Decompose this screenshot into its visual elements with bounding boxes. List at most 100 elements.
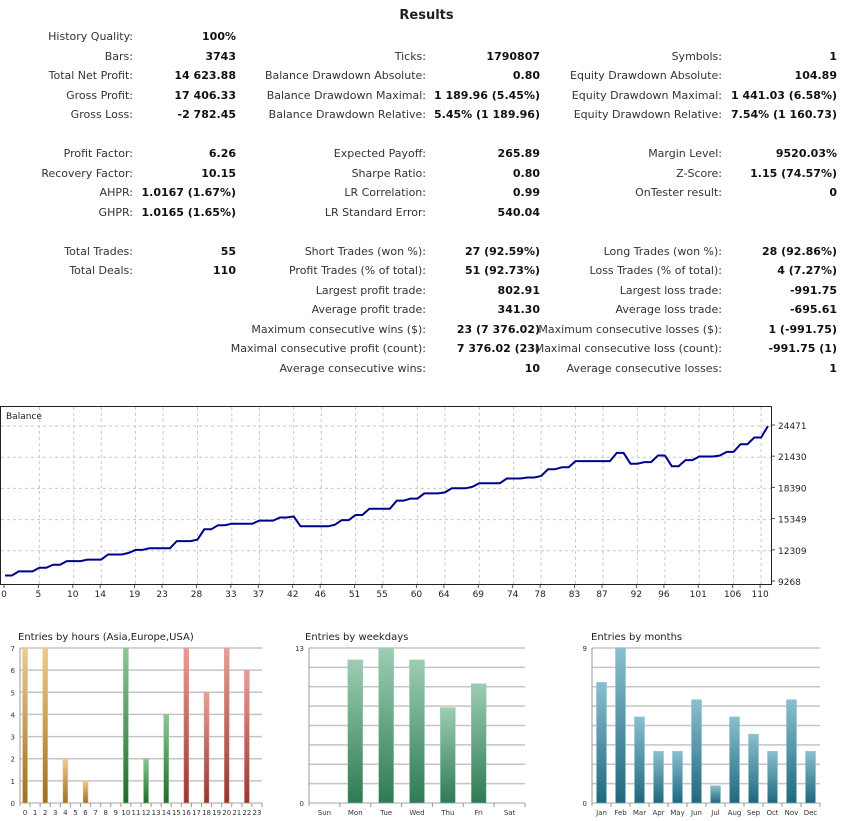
stat-label: Maximal consecutive loss (count): <box>534 342 722 355</box>
balance-title: Balance <box>6 412 42 422</box>
y-tick-label: 12309 <box>778 547 807 557</box>
stat-label: Sharpe Ratio: <box>351 166 426 180</box>
stat-label: Gross Loss: <box>70 108 133 121</box>
stat-label: Average loss trade: <box>615 303 722 316</box>
y-tick-label: 24471 <box>778 422 807 432</box>
stat-value: 51 (92.73%) <box>464 264 540 277</box>
x-tick-label: Feb <box>614 809 627 817</box>
results-title: Results <box>399 8 454 23</box>
x-tick-label: Oct <box>766 809 778 817</box>
x-tick-label: Tue <box>379 809 392 817</box>
x-tick-label: 10 <box>67 590 79 600</box>
stat-value: 55 <box>220 244 236 258</box>
stat-value: 7.54% (1 160.73) <box>731 108 837 121</box>
stat-value: 1 <box>829 361 837 375</box>
results-stats: Results History Quality: 100% Bars: 3743 Tot… <box>0 0 853 390</box>
stat-value: 1790807 <box>486 49 540 63</box>
y-tick-label: 6 <box>11 667 16 675</box>
x-tick-label: 101 <box>690 590 707 600</box>
weekdays-chart: Entries by weekdays Sun Mon Tue Wed Thu Fri Sat… <box>295 632 526 817</box>
stat-value: 14 623.88 <box>174 69 236 82</box>
y-tick-label: 2 <box>11 756 15 764</box>
bar <box>22 647 28 804</box>
x-tick-label: Nov <box>785 809 799 817</box>
x-tick-label: Apr <box>652 809 664 817</box>
stat-value: 6.26 <box>208 147 236 160</box>
x-tick-label: 5 <box>73 809 77 817</box>
y-tick-label: 0 <box>300 800 304 808</box>
y-tick-label: 9268 <box>778 578 801 588</box>
stat-label: AHPR: <box>99 186 133 199</box>
bar <box>378 647 394 804</box>
stat-label: Equity Drawdown Maximal: <box>571 88 722 102</box>
y-tick-label: 21430 <box>778 453 807 463</box>
months-chart: Entries by months Jan Feb Mar Apr May Jun Jul Au… <box>583 632 821 817</box>
bar <box>672 751 683 804</box>
chart-title: Entries by hours (Asia,Europe,USA) <box>18 632 194 643</box>
x-tick-label: Sat <box>504 809 516 817</box>
stat-label: Maximal consecutive profit (count): <box>230 342 426 355</box>
stat-value: 3743 <box>205 49 236 63</box>
x-tick-label: Jan <box>595 809 607 817</box>
x-tick-label: 83 <box>569 590 580 600</box>
stat-value: -991.75 <box>789 283 837 297</box>
x-tick-label: 60 <box>411 590 423 600</box>
stat-label: Margin Level: <box>648 147 722 160</box>
stat-label: Equity Drawdown Relative: <box>573 108 722 121</box>
stat-label: Average consecutive wins: <box>279 361 426 375</box>
x-tick-label: May <box>670 809 684 817</box>
stat-value: 1 <box>829 49 837 63</box>
x-tick-label: 51 <box>349 590 360 600</box>
bar <box>62 758 69 804</box>
stat-value: 9520.03% <box>775 147 837 160</box>
stat-value: 104.89 <box>794 69 837 82</box>
x-tick-label: 46 <box>314 590 326 600</box>
bar <box>203 692 210 804</box>
stat-value: 27 (92.59%) <box>464 244 540 258</box>
stat-value: 0 <box>829 186 837 199</box>
stat-value: 7 376.02 (23) <box>456 342 540 355</box>
stat-label: LR Correlation: <box>344 186 426 199</box>
balance-chart: Balance <box>0 406 772 585</box>
bar <box>615 647 626 804</box>
hours-chart: Entries by hours (Asia,Europe,USA)0 1 2 3 4 5… <box>11 632 263 817</box>
y-tick-label: 0 <box>583 800 587 808</box>
x-tick-label: 8 <box>103 809 107 817</box>
stat-value: 540.04 <box>497 205 540 219</box>
y-tick-label: 5 <box>11 689 15 697</box>
x-tick-label: 23 <box>252 809 261 817</box>
x-tick-label: 0 <box>1 590 7 600</box>
x-tick-label: 0 <box>23 809 27 817</box>
y-tick-label: 9 <box>583 645 587 653</box>
bar <box>244 669 250 804</box>
bar <box>123 647 129 804</box>
x-tick-label: 5 <box>36 590 42 600</box>
stat-label: Expected Payoff: <box>333 147 426 160</box>
x-tick-label: 42 <box>287 590 298 600</box>
x-tick-label: 55 <box>376 590 387 600</box>
stat-value: 23 (7 376.02) <box>456 322 540 336</box>
x-tick-label: 106 <box>724 590 741 600</box>
bar <box>163 714 169 804</box>
stat-value: 265.89 <box>497 147 540 160</box>
x-tick-label: 13 <box>152 809 161 817</box>
stat-label: Profit Trades (% of total): <box>288 264 426 277</box>
stat-label: Gross Profit: <box>66 88 133 102</box>
stat-label: History Quality: <box>48 30 133 43</box>
x-tick-label: Wed <box>409 809 424 817</box>
x-tick-label: 19 <box>129 590 141 600</box>
x-tick-label: Dec <box>804 809 818 817</box>
x-tick-label: Mon <box>348 809 363 817</box>
x-tick-label: 21 <box>232 809 241 817</box>
x-tick-label: 1 <box>33 809 37 817</box>
x-tick-label: 20 <box>222 809 231 817</box>
stat-value: 802.91 <box>497 283 540 297</box>
x-tick-label: Mar <box>633 809 646 817</box>
stat-label: Balance Drawdown Absolute: <box>264 69 426 82</box>
x-tick-label: 3 <box>53 809 57 817</box>
x-tick-label: 28 <box>191 590 203 600</box>
stat-value: 1.15 (74.57%) <box>750 166 837 180</box>
stat-label: Average profit trade: <box>311 303 426 316</box>
x-tick-label: 2 <box>43 809 47 817</box>
bar <box>409 659 425 804</box>
